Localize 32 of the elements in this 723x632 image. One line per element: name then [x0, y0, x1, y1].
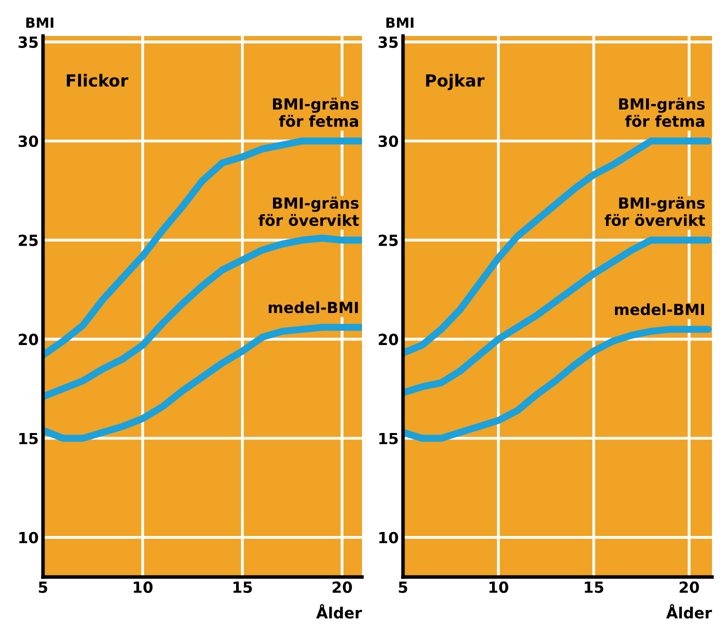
x-tick-label: 10: [489, 581, 508, 593]
y-tick-label: 35: [18, 36, 38, 48]
y-tick-label: 15: [379, 432, 398, 444]
x-axis-title: Ålder: [316, 604, 362, 619]
x-tick-label: 20: [680, 581, 700, 593]
y-axis-title: BMI: [386, 18, 414, 28]
y-tick-label: 30: [378, 135, 398, 148]
text: Pojkar: [426, 74, 485, 90]
y-tick-label: 30: [18, 135, 38, 148]
x-tick-label: 5: [38, 582, 48, 593]
series-label: medel-BMI: [268, 301, 358, 314]
y-tick-label: 35: [378, 36, 398, 48]
y-axis-title: BMI: [26, 18, 54, 28]
series-label: BMI-gräns för fetma: [619, 98, 705, 127]
x-tick-label: 15: [584, 582, 604, 593]
y-tick-label: 25: [378, 234, 398, 246]
x-tick-label: 10: [134, 581, 153, 593]
series-label: medel-BMI: [614, 303, 704, 316]
x-axis-title: Ålder: [666, 604, 712, 619]
y-tick-label: 25: [18, 234, 38, 246]
text: Flickor: [66, 74, 128, 87]
series-label: BMI-gräns för övervikt: [258, 196, 359, 226]
y-tick-label: 10: [379, 532, 398, 544]
y-tick-label: 20: [18, 334, 38, 346]
y-tick-label: 20: [378, 334, 398, 346]
x-tick-label: 5: [398, 582, 408, 593]
y-tick-label: 10: [19, 532, 38, 544]
x-tick-label: 20: [332, 581, 352, 593]
y-tick-label: 15: [19, 432, 38, 444]
series-label: BMI-gräns för fetma: [273, 98, 358, 127]
series-label: BMI-gräns för övervikt: [604, 196, 706, 226]
x-tick-label: 15: [233, 582, 252, 593]
